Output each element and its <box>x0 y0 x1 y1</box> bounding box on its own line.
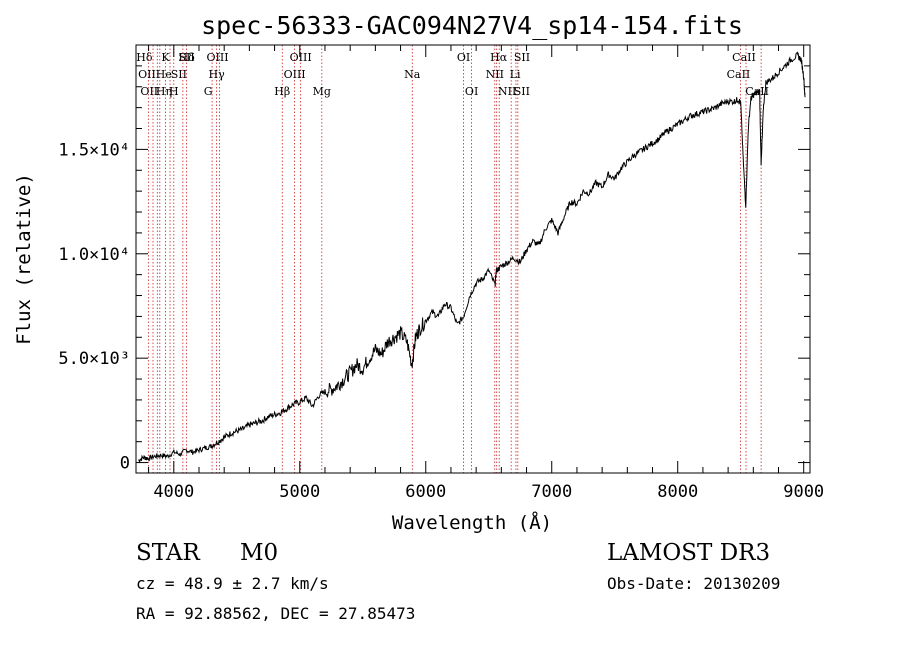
y-tick-label-3: 1.5×10⁴ <box>58 140 130 160</box>
line-label-2-0: OII <box>140 85 158 98</box>
line-label-26-0: CaII <box>732 51 756 64</box>
x-tick-label-4: 8000 <box>657 482 698 502</box>
line-label-12-0: Hβ <box>274 85 290 98</box>
line-label-5-0: Hη <box>156 85 172 98</box>
line-label-13-0: OIII <box>284 68 306 81</box>
x-tick-label-5: 9000 <box>783 482 824 502</box>
plot-frame <box>135 44 811 474</box>
x-tick-label-1: 5000 <box>279 482 320 502</box>
y-tick-label-2: 1.0×10⁴ <box>58 245 130 265</box>
chart-title: spec-56333-GAC094N27V4_sp14-154.fits <box>201 11 743 40</box>
line-label-3-0: He <box>156 68 172 81</box>
line-label-19-0: NII <box>486 68 504 81</box>
observation-date: Obs-Date: 20130209 <box>607 574 780 593</box>
x-tick-label-0: 4000 <box>153 482 194 502</box>
line-label-15-0: Mg <box>313 85 331 98</box>
x-tick-label-2: 6000 <box>405 482 446 502</box>
line-label-8-0: Hδ <box>179 51 196 64</box>
redshift-info: cz = 48.9 ± 2.7 km/s <box>136 574 329 593</box>
line-label-22-0: Li <box>510 68 521 81</box>
line-label-0-0: Hδ <box>136 51 153 64</box>
object-class: STAR <box>136 540 200 566</box>
line-label-23-0: SII <box>514 51 530 64</box>
x-axis-label: Wavelength (Å) <box>392 511 552 534</box>
line-label-7-0: SII <box>171 68 187 81</box>
y-tick-label-1: 5.0×10³ <box>58 349 130 369</box>
object-subclass: M0 <box>240 540 278 566</box>
x-tick-label-3: 7000 <box>531 482 572 502</box>
y-tick-label-0: 0 <box>120 454 130 474</box>
line-label-4-0: K <box>161 51 170 64</box>
coordinates: RA = 92.88562, DEC = 27.85473 <box>136 604 415 623</box>
survey-name: LAMOST DR3 <box>607 540 770 566</box>
line-label-16-0: Na <box>404 68 421 81</box>
line-label-1-0: OII <box>138 68 156 81</box>
line-label-11-0: OIII <box>206 51 228 64</box>
line-label-24-0: SII <box>514 85 530 98</box>
line-label-10-0: Hγ <box>209 68 226 81</box>
line-label-14-0: OIII <box>290 51 312 64</box>
line-label-8-1: SII <box>179 51 195 64</box>
line-label-25-0: CaII <box>727 68 751 81</box>
line-label-9-0: G <box>204 85 213 98</box>
y-axis-ticks: 0 5.0×10³ 1.0×10⁴ 1.5×10⁴ <box>58 65 810 474</box>
spectral-line-labels: HδOIIOIIHeKHηHSIIHδSIIGHγOIIIHβOIIIOIIIM… <box>136 51 769 98</box>
x-axis-ticks: 4000 5000 6000 7000 8000 9000 <box>148 45 824 502</box>
spectrum-series-line <box>138 51 806 464</box>
line-label-18-0: OI <box>465 85 478 98</box>
line-label-21-0: NII <box>498 85 516 98</box>
line-label-17-0: OI <box>457 51 470 64</box>
line-label-6-0: H <box>169 85 179 98</box>
line-label-20-0: Hα <box>490 51 508 64</box>
y-axis-label: Flux (relative) <box>13 173 35 345</box>
spectral-line-markers <box>147 45 762 473</box>
